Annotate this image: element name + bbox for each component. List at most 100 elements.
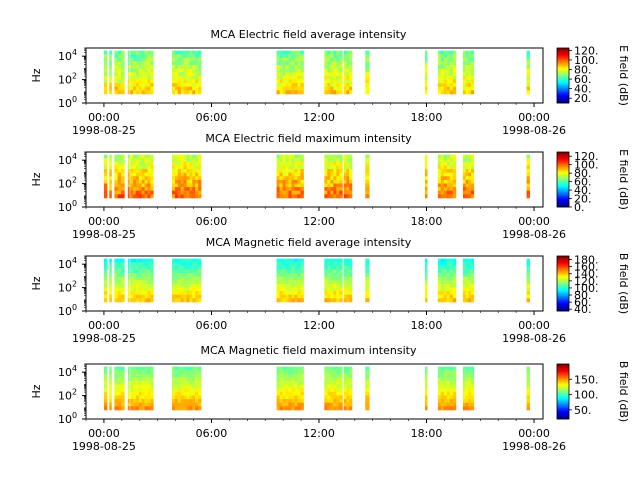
spectrogram-cell <box>440 57 445 62</box>
spectrogram-cell <box>346 165 350 170</box>
spectrogram-cell <box>339 83 343 88</box>
spectrogram-cell <box>294 291 298 296</box>
spectrogram-cell <box>174 381 179 386</box>
spectrogram-cell <box>130 370 134 375</box>
spectrogram-cell <box>117 258 122 263</box>
colorbar-step <box>557 64 569 67</box>
spectrogram-cell <box>300 86 304 91</box>
spectrogram-cell <box>300 283 304 288</box>
spectrogram-cell <box>526 176 530 181</box>
spectrogram-cell <box>346 54 350 59</box>
spectrogram-cell <box>147 176 151 181</box>
spectrogram-cell <box>174 366 179 371</box>
spectrogram-cell <box>468 183 472 188</box>
spectrogram-cell <box>291 395 295 400</box>
axes-frame <box>85 151 544 208</box>
spectrogram-cell <box>440 65 445 70</box>
spectrogram-cell <box>150 179 154 184</box>
spectrogram-cell <box>192 54 196 59</box>
spectrogram-cell <box>144 373 148 378</box>
spectrogram-cell <box>462 65 467 70</box>
spectrogram-cell <box>177 377 182 382</box>
spectrogram-cell <box>300 172 304 177</box>
spectrogram-cell <box>177 61 182 66</box>
spectrogram-cell <box>446 291 451 296</box>
spectrogram-cell <box>195 79 199 84</box>
spectrogram-cell <box>343 391 347 396</box>
spectrogram-cell <box>300 373 304 378</box>
spectrogram-cell <box>468 298 472 303</box>
spectrogram-cell <box>288 262 292 267</box>
spectrogram-cell <box>141 68 145 73</box>
spectrogram-cell <box>462 269 467 274</box>
spectrogram-cell <box>279 384 283 389</box>
spectrogram-cell <box>437 154 442 159</box>
spectrogram-cell <box>279 154 283 159</box>
spectrogram-cell <box>294 75 298 80</box>
spectrogram-cell <box>172 165 176 170</box>
spectrogram-cell <box>446 176 451 181</box>
spectrogram-cell <box>135 291 140 296</box>
spectrogram-cell <box>446 399 451 404</box>
spectrogram-cell <box>346 395 350 400</box>
spectrogram-cell <box>452 402 457 407</box>
spectrogram-cell <box>324 176 328 181</box>
spectrogram-cell <box>297 54 301 59</box>
y-tick-label: 104 <box>58 48 77 63</box>
spectrogram-cell <box>468 399 472 404</box>
spectrogram-cell <box>333 384 337 389</box>
spectrogram-cell <box>465 391 469 396</box>
spectrogram-cell <box>468 258 472 263</box>
spectrogram-cell <box>147 402 151 407</box>
spectrogram-cell <box>330 377 334 382</box>
spectrogram-cell <box>177 298 182 303</box>
spectrogram-cell <box>135 187 140 192</box>
spectrogram-cell <box>294 194 298 199</box>
spectrogram-cell <box>189 90 193 95</box>
spectrogram-cell <box>297 370 301 375</box>
spectrogram-cell <box>471 176 475 181</box>
spectrogram-cell <box>120 161 125 166</box>
spectrogram-cell <box>130 57 134 62</box>
spectrogram-cell <box>425 72 428 77</box>
spectrogram-cell <box>150 61 154 66</box>
spectrogram-segment <box>365 258 370 303</box>
spectrogram-cell <box>103 283 108 288</box>
spectrogram-cell <box>468 90 472 95</box>
x-tick-label: 00:00 <box>518 215 550 228</box>
spectrogram-cell <box>465 83 469 88</box>
colorbar-step <box>557 295 569 298</box>
spectrogram-segment <box>437 366 457 411</box>
spectrogram-cell <box>446 377 451 382</box>
spectrogram-cell <box>189 291 193 296</box>
spectrogram-cell <box>449 161 454 166</box>
spectrogram-cell <box>117 190 122 195</box>
spectrogram-cell <box>172 57 176 62</box>
spectrogram-cell <box>103 287 108 292</box>
spectrogram-cell <box>349 179 353 184</box>
spectrogram-cell <box>471 381 475 386</box>
spectrogram-cell <box>440 158 445 163</box>
spectrogram-cell <box>172 276 176 281</box>
spectrogram-cell <box>186 83 190 88</box>
spectrogram-cell <box>294 57 298 62</box>
spectrogram-cell <box>288 86 292 91</box>
colorbar-step <box>557 157 569 160</box>
spectrogram-cell <box>127 265 130 270</box>
spectrogram-cell <box>324 194 328 199</box>
spectrogram-cell <box>468 402 472 407</box>
spectrogram-cell <box>343 187 347 192</box>
spectrogram-cell <box>177 57 182 62</box>
spectrogram-cell <box>339 187 343 192</box>
spectrogram-cell <box>446 54 451 59</box>
spectrogram-cell <box>333 61 337 66</box>
spectrogram-cell <box>279 291 283 296</box>
spectrogram-cell <box>346 399 350 404</box>
spectrogram-cell <box>465 291 469 296</box>
spectrogram-cell <box>465 406 469 411</box>
spectrogram-cell <box>291 154 295 159</box>
spectrogram-cell <box>114 169 119 174</box>
spectrogram-cell <box>291 158 295 163</box>
spectrogram-cell <box>183 399 187 404</box>
spectrogram-cell <box>141 395 145 400</box>
